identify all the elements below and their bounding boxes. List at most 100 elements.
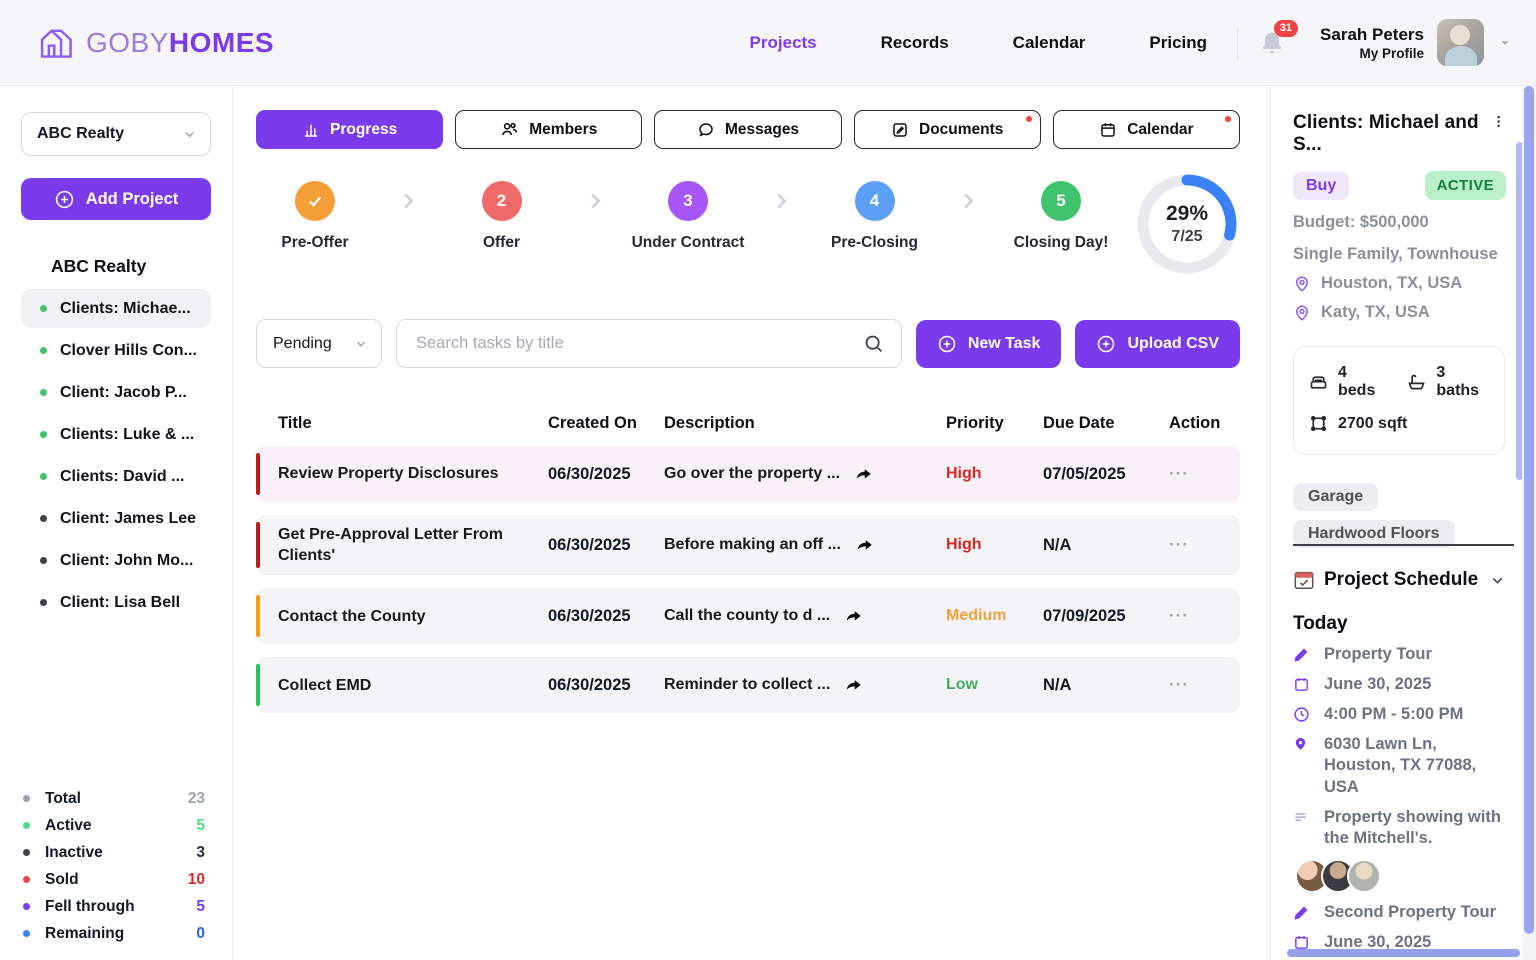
- nav-records[interactable]: Records: [880, 32, 949, 52]
- kebab-menu-icon[interactable]: [1491, 112, 1506, 129]
- row-more-button[interactable]: ···: [1169, 464, 1189, 483]
- plus-circle-icon: [1098, 335, 1115, 352]
- location-pin-icon: [1295, 305, 1309, 321]
- location-pin-icon: [1295, 276, 1309, 292]
- plus-circle-icon: [55, 190, 73, 208]
- scrollbar-thumb[interactable]: [1524, 86, 1534, 934]
- add-project-button[interactable]: Add Project: [21, 178, 211, 220]
- property-facts-card: 4 beds 3 baths 2700 sqft: [1293, 346, 1505, 455]
- progress-ring: 29% 7/25: [1134, 171, 1240, 277]
- stat-remaining: Remaining 0: [23, 923, 211, 944]
- clock-icon: [1293, 704, 1313, 723]
- agency-select[interactable]: ABC Realty: [21, 112, 211, 156]
- area-icon: [1310, 415, 1327, 432]
- budget-text: Budget: $500,000: [1293, 213, 1429, 231]
- stat-dot: [23, 822, 30, 829]
- step-offer[interactable]: 2 Offer: [443, 181, 561, 252]
- nav-calendar[interactable]: Calendar: [1012, 32, 1086, 52]
- forward-icon[interactable]: [855, 465, 873, 483]
- search-icon[interactable]: [863, 333, 884, 354]
- project-item[interactable]: Clover Hills Con...: [21, 331, 211, 370]
- nav-projects[interactable]: Projects: [749, 32, 817, 52]
- user-name: Sarah Peters: [1320, 24, 1424, 44]
- transaction-type-badge: Buy: [1293, 171, 1350, 200]
- step-chevron-icon: [561, 181, 630, 212]
- user-info[interactable]: Sarah Peters My Profile: [1320, 25, 1424, 61]
- pencil-icon: [1293, 902, 1313, 921]
- chevron-down-icon[interactable]: [1489, 572, 1506, 589]
- priority-stripe: [256, 595, 260, 638]
- tab-progress[interactable]: Progress: [256, 110, 444, 149]
- tab-calendar[interactable]: Calendar: [1052, 110, 1241, 149]
- progress-fraction: 7/25: [1171, 228, 1203, 245]
- task-table-header: Title Created On Description Priority Du…: [278, 414, 1221, 432]
- priority-badge: High: [946, 536, 982, 554]
- table-row[interactable]: Review Property Disclosures 06/30/2025 G…: [256, 446, 1240, 502]
- pencil-icon: [1293, 644, 1313, 663]
- step-pre-offer[interactable]: Pre-Offer: [256, 181, 374, 252]
- notifications-button[interactable]: 31: [1258, 19, 1299, 57]
- forward-icon[interactable]: [856, 536, 874, 554]
- project-schedule-header[interactable]: Project Schedule: [1293, 569, 1506, 591]
- project-item[interactable]: Client: James Lee: [21, 499, 211, 538]
- project-item[interactable]: Client: John Mo...: [21, 541, 211, 580]
- stat-dot: [23, 876, 30, 883]
- calendar-icon: [1293, 674, 1313, 693]
- table-row[interactable]: Get Pre-Approval Letter From Clients' 06…: [256, 515, 1240, 576]
- main-content: Progress Members Messages Documents Cale…: [233, 86, 1270, 960]
- step-circle-done: [295, 181, 335, 221]
- project-item[interactable]: Client: Jacob P...: [21, 373, 211, 412]
- status-filter-select[interactable]: Pending: [256, 319, 382, 368]
- panel-scrollbar[interactable]: [1516, 142, 1523, 480]
- step-chevron-icon: [747, 181, 816, 212]
- stat-dot: [23, 930, 30, 937]
- new-task-button[interactable]: New Task: [915, 319, 1062, 368]
- agency-select-value: ABC Realty: [37, 125, 125, 142]
- project-item[interactable]: Clients: Luke & ...: [21, 415, 211, 454]
- search-input[interactable]: [416, 334, 863, 353]
- status-dot: [40, 431, 47, 438]
- members-icon: [502, 122, 518, 136]
- forward-icon[interactable]: [845, 676, 863, 694]
- schedule-event[interactable]: Second Property Tour June 30, 2025 5:00 …: [1293, 902, 1506, 960]
- status-badge: ACTIVE: [1424, 171, 1506, 200]
- step-pre-closing[interactable]: 4 Pre-Closing: [816, 181, 934, 252]
- row-more-button[interactable]: ···: [1169, 535, 1189, 555]
- tab-documents[interactable]: Documents: [853, 110, 1041, 149]
- row-more-button[interactable]: ···: [1169, 606, 1189, 626]
- progress-steps: Pre-Offer 2 Offer 3 Under Contract 4 Pre…: [256, 174, 1240, 277]
- sqft-fact: 2700 sqft: [1308, 413, 1407, 434]
- page-scrollbar[interactable]: [1522, 86, 1536, 960]
- upload-csv-button[interactable]: Upload CSV: [1075, 319, 1240, 368]
- schedule-event[interactable]: Property Tour June 30, 2025 4:00 PM - 5:…: [1293, 644, 1506, 893]
- brand-name: GOBYHOMES: [86, 26, 275, 58]
- step-under-contract[interactable]: 3 Under Contract: [629, 181, 747, 252]
- table-row[interactable]: Collect EMD 06/30/2025 Reminder to colle…: [256, 657, 1240, 714]
- tab-members[interactable]: Members: [455, 110, 643, 149]
- project-item[interactable]: Clients: Michae...: [21, 289, 211, 328]
- horizontal-scrollbar[interactable]: [1287, 949, 1520, 957]
- chart-icon: [305, 124, 317, 137]
- project-item[interactable]: Client: Lisa Bell: [21, 583, 211, 622]
- main-nav: Projects Records Calendar Pricing: [750, 33, 1208, 53]
- row-more-button[interactable]: ···: [1169, 675, 1189, 695]
- project-item[interactable]: Clients: David ...: [21, 457, 211, 496]
- priority-stripe: [256, 664, 260, 707]
- house-logo-icon: [40, 28, 72, 58]
- tab-messages[interactable]: Messages: [654, 110, 842, 149]
- section-divider: [1293, 544, 1514, 546]
- status-dot: [40, 347, 47, 354]
- step-closing-day[interactable]: 5 Closing Day!: [1002, 181, 1120, 252]
- stat-dot: [23, 849, 30, 856]
- user-avatar[interactable]: [1437, 19, 1484, 66]
- profile-caret-icon[interactable]: [1498, 36, 1512, 50]
- messages-icon: [699, 122, 713, 137]
- stat-active: Active 5: [23, 815, 211, 836]
- tab-alert-dot: [1025, 116, 1032, 122]
- user-profile-link[interactable]: My Profile: [1359, 45, 1424, 61]
- forward-icon[interactable]: [845, 607, 863, 625]
- table-row[interactable]: Contact the County 06/30/2025 Call the c…: [256, 588, 1240, 645]
- stat-dot: [23, 903, 30, 910]
- nav-pricing[interactable]: Pricing: [1149, 32, 1208, 52]
- bed-icon: [1310, 375, 1327, 389]
